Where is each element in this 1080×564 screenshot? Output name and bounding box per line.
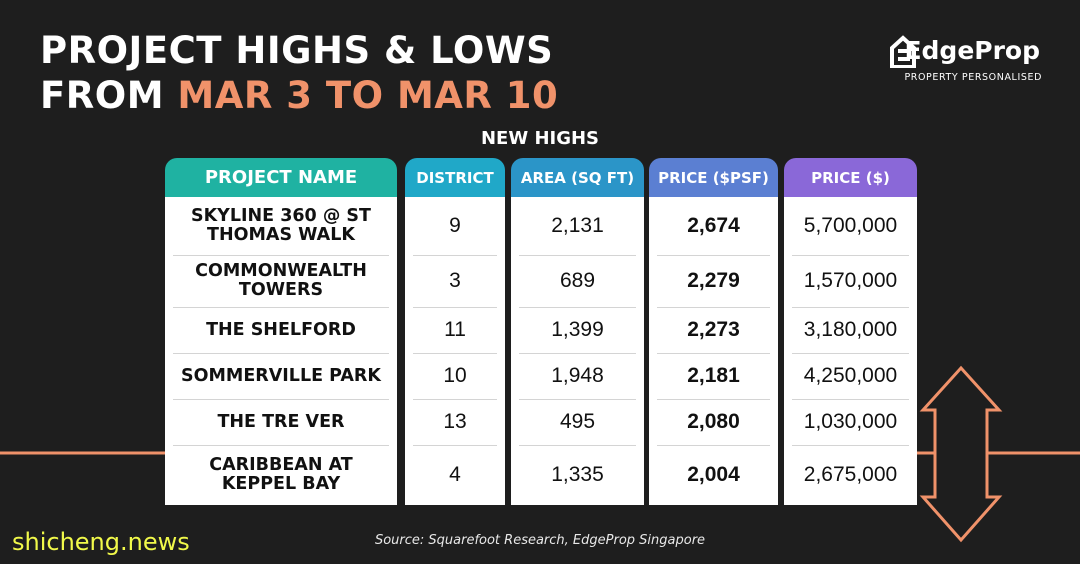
cell-price: 5,700,000 xyxy=(803,214,898,237)
cell-project: SKYLINE 360 @ ST THOMAS WALK xyxy=(191,206,371,245)
cell-project: THE TRE VER xyxy=(217,411,345,432)
source-text: Source: Squarefoot Research, EdgeProp Si… xyxy=(374,533,706,548)
row-divider xyxy=(792,399,909,400)
header-psf: PRICE ($PSF) xyxy=(649,158,778,197)
row-divider xyxy=(519,307,636,308)
cell-price: 1,030,000 xyxy=(803,410,898,433)
cell-area: 689 xyxy=(559,269,596,292)
cell-district: 13 xyxy=(443,410,467,433)
watermark: shicheng.news xyxy=(12,528,190,556)
column-district: 9 3 11 10 13 4 xyxy=(405,197,505,505)
cell-area: 2,131 xyxy=(551,214,604,237)
column-psf: 2,674 2,279 2,273 2,181 2,080 2,004 xyxy=(649,197,778,505)
row-divider xyxy=(657,353,770,354)
cell-area: 495 xyxy=(559,410,596,433)
edgeprop-logo: EdgeProp PROPERTY PERSONALISED xyxy=(890,34,1050,86)
cell-project: COMMONWEALTH TOWERS xyxy=(195,261,367,300)
row-divider xyxy=(519,445,636,446)
cell-project: SOMMERVILLE PARK xyxy=(181,365,381,386)
cell-psf: 2,181 xyxy=(687,364,740,387)
cell-psf: 2,080 xyxy=(687,410,740,433)
cell-district: 3 xyxy=(449,269,461,292)
row-divider xyxy=(413,445,497,446)
cell-psf: 2,279 xyxy=(687,269,740,292)
row-divider xyxy=(792,255,909,256)
row-divider xyxy=(413,307,497,308)
cell-area: 1,335 xyxy=(551,463,604,486)
row-divider xyxy=(792,307,909,308)
cell-psf: 2,674 xyxy=(687,214,740,237)
header-price: PRICE ($) xyxy=(784,158,917,197)
row-divider xyxy=(519,255,636,256)
row-divider xyxy=(792,353,909,354)
row-divider xyxy=(173,255,389,256)
row-divider xyxy=(173,445,389,446)
column-project: SKYLINE 360 @ ST THOMAS WALK COMMONWEALTH… xyxy=(165,197,397,505)
logo-wordmark: EdgeProp xyxy=(904,36,1040,65)
row-divider xyxy=(413,399,497,400)
cell-district: 4 xyxy=(449,463,461,486)
title-line-2-prefix: FROM xyxy=(40,74,178,117)
row-divider xyxy=(657,445,770,446)
header-area: AREA (SQ FT) xyxy=(511,158,644,197)
cell-psf: 2,273 xyxy=(687,318,740,341)
new-highs-table: PROJECT NAME SKYLINE 360 @ ST THOMAS WALK… xyxy=(165,158,917,505)
source-note: Source: Squarefoot Research, EdgeProp Si… xyxy=(0,533,1080,548)
cell-district: 10 xyxy=(443,364,467,387)
column-price: 5,700,000 1,570,000 3,180,000 4,250,000 1,03… xyxy=(784,197,917,505)
header-project: PROJECT NAME xyxy=(165,158,397,197)
page-title: PROJECT HIGHS & LOWS FROM MAR 3 TO MAR 1… xyxy=(40,28,558,118)
logo-tagline: PROPERTY PERSONALISED xyxy=(904,72,1042,83)
house-logo-icon xyxy=(890,35,916,68)
cell-project: CARIBBEAN AT KEPPEL BAY xyxy=(209,455,353,494)
title-date-range: MAR 3 TO MAR 10 xyxy=(177,74,559,117)
row-divider xyxy=(413,353,497,354)
cell-district: 11 xyxy=(444,318,466,341)
row-divider xyxy=(657,399,770,400)
cell-project: THE SHELFORD xyxy=(206,319,356,340)
row-divider xyxy=(519,353,636,354)
cell-area: 1,399 xyxy=(551,318,604,341)
cell-psf: 2,004 xyxy=(687,463,740,486)
header-district: DISTRICT xyxy=(405,158,505,197)
row-divider xyxy=(519,399,636,400)
row-divider xyxy=(657,307,770,308)
row-divider xyxy=(657,255,770,256)
row-divider xyxy=(173,353,389,354)
row-divider xyxy=(413,255,497,256)
cell-district: 9 xyxy=(449,214,461,237)
section-subtitle: NEW HIGHS xyxy=(480,128,600,149)
cell-price: 4,250,000 xyxy=(803,364,898,387)
cell-area: 1,948 xyxy=(551,364,604,387)
cell-price: 1,570,000 xyxy=(803,269,898,292)
column-area: 2,131 689 1,399 1,948 495 1,335 xyxy=(511,197,644,505)
row-divider xyxy=(173,307,389,308)
row-divider xyxy=(792,445,909,446)
row-divider xyxy=(173,399,389,400)
cell-price: 3,180,000 xyxy=(803,318,898,341)
cell-price: 2,675,000 xyxy=(803,463,898,486)
title-line-1: PROJECT HIGHS & LOWS xyxy=(40,29,554,72)
